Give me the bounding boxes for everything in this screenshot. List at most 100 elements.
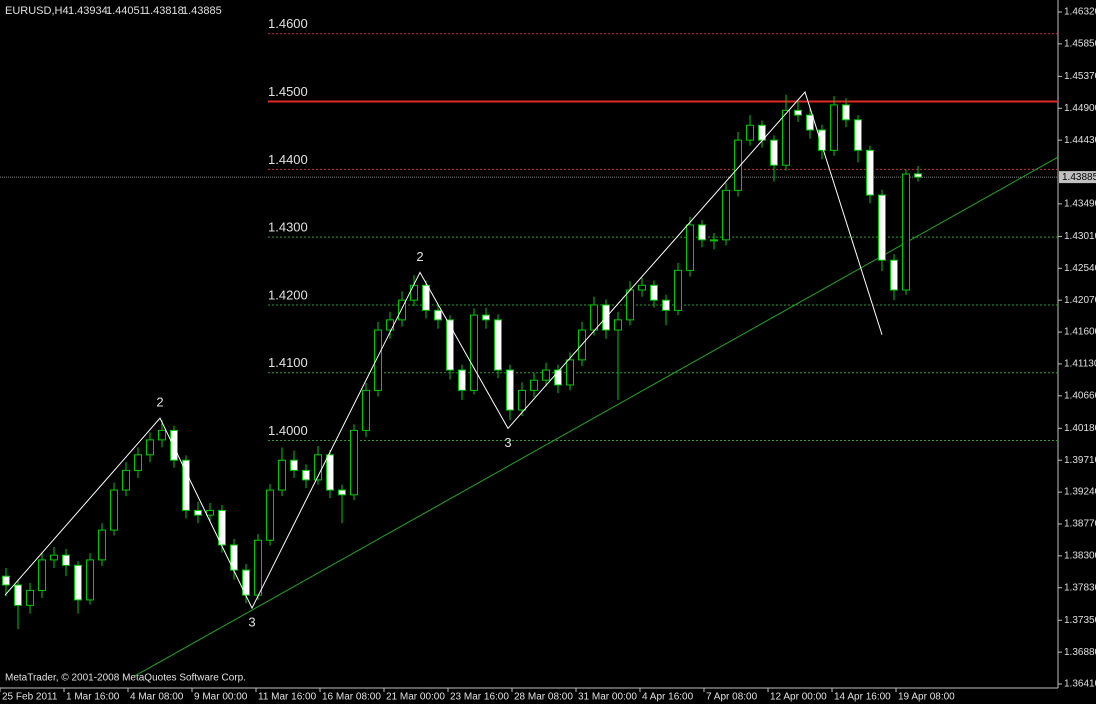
x-tick-label: 25 Feb 2011 bbox=[2, 692, 58, 703]
y-tick-label: 1.41130 bbox=[1064, 359, 1096, 370]
ohlc-close: 1.43885 bbox=[182, 5, 222, 17]
candle-body bbox=[734, 139, 742, 191]
candle-body bbox=[362, 389, 370, 431]
candle-body bbox=[554, 369, 562, 386]
candle-body bbox=[842, 104, 850, 121]
candle-body bbox=[698, 224, 706, 241]
candle-body bbox=[14, 584, 22, 606]
candle-body bbox=[26, 589, 34, 606]
zigzag bbox=[4, 91, 883, 610]
x-tick-label: 9 Mar 00:00 bbox=[194, 692, 248, 703]
candle-body bbox=[194, 509, 202, 516]
candle-body bbox=[650, 284, 658, 301]
y-tick-label: 1.45370 bbox=[1064, 71, 1096, 82]
candle-body bbox=[614, 319, 622, 331]
candle-body bbox=[542, 369, 550, 381]
ohlc-open: 1.43934 bbox=[68, 5, 108, 17]
y-tick-label: 1.41600 bbox=[1064, 327, 1096, 338]
x-tick-label: 4 Mar 08:00 bbox=[130, 692, 184, 703]
y-tick-label: 1.45850 bbox=[1064, 39, 1096, 50]
wave-label: 2 bbox=[156, 395, 163, 410]
candle-body bbox=[830, 104, 838, 151]
candle-body bbox=[566, 359, 574, 386]
candle-body bbox=[314, 454, 322, 481]
candle-body bbox=[74, 564, 82, 601]
candle-body bbox=[2, 575, 10, 586]
x-tick-label: 31 Mar 00:00 bbox=[578, 692, 637, 703]
candle-body bbox=[530, 379, 538, 391]
candle-body bbox=[50, 554, 58, 561]
ohlc-high: 1.44051 bbox=[106, 5, 146, 17]
candle-body bbox=[290, 459, 298, 471]
candle-body bbox=[158, 429, 166, 441]
candle-body bbox=[746, 124, 754, 141]
candle-body bbox=[902, 173, 910, 291]
ohlc-low: 1.43818 bbox=[144, 5, 184, 17]
x-tick-label: 12 Apr 00:00 bbox=[770, 692, 827, 703]
candle-body bbox=[482, 314, 490, 321]
level-label: 1.4300 bbox=[268, 220, 308, 235]
y-tick-label: 1.43010 bbox=[1064, 231, 1096, 242]
candle-body bbox=[506, 369, 514, 411]
symbol: EURUSD,H4 bbox=[5, 5, 69, 17]
candle-body bbox=[422, 284, 430, 311]
y-tick-label: 1.36410 bbox=[1064, 679, 1096, 690]
candle-body bbox=[794, 109, 802, 116]
candle-body bbox=[326, 454, 334, 491]
y-tick-label: 1.42070 bbox=[1064, 295, 1096, 306]
wave-label: 2 bbox=[416, 249, 423, 264]
candle-body bbox=[170, 429, 178, 461]
candle-body bbox=[626, 289, 634, 321]
candle-body bbox=[806, 114, 814, 131]
trendline bbox=[134, 156, 1059, 677]
level-label: 1.4200 bbox=[268, 287, 308, 302]
x-tick-label: 19 Apr 08:00 bbox=[898, 692, 955, 703]
candle-body bbox=[110, 489, 118, 531]
level-label: 1.4400 bbox=[268, 152, 308, 167]
x-tick-label: 7 Apr 08:00 bbox=[706, 692, 758, 703]
y-tick-label: 1.38770 bbox=[1064, 519, 1096, 530]
candle-body bbox=[218, 509, 226, 546]
x-tick-label: 1 Mar 16:00 bbox=[66, 692, 120, 703]
y-tick-label: 1.40180 bbox=[1064, 423, 1096, 434]
candle-body bbox=[350, 429, 358, 496]
y-tick-label: 1.44430 bbox=[1064, 135, 1096, 146]
candle-body bbox=[206, 509, 214, 516]
candle-body bbox=[278, 459, 286, 491]
candle-body bbox=[686, 224, 694, 271]
candle-body bbox=[518, 389, 526, 411]
candle-body bbox=[146, 439, 154, 456]
candle-body bbox=[62, 554, 70, 566]
y-tick-label: 1.43490 bbox=[1064, 199, 1096, 210]
candle-body bbox=[458, 369, 466, 391]
x-tick-label: 14 Apr 16:00 bbox=[834, 692, 891, 703]
x-tick-label: 23 Mar 16:00 bbox=[450, 692, 509, 703]
candle-body bbox=[494, 319, 502, 371]
level-label: 1.4100 bbox=[268, 355, 308, 370]
y-tick-label: 1.36880 bbox=[1064, 647, 1096, 658]
candle-body bbox=[254, 539, 262, 596]
candle-body bbox=[722, 189, 730, 241]
level-label: 1.4000 bbox=[268, 423, 308, 438]
y-tick-label: 1.42540 bbox=[1064, 263, 1096, 274]
x-tick-label: 28 Mar 08:00 bbox=[514, 692, 573, 703]
candle-body bbox=[470, 314, 478, 391]
y-tick-label: 1.39710 bbox=[1064, 455, 1096, 466]
candle-body bbox=[590, 304, 598, 331]
y-tick-label: 1.40660 bbox=[1064, 390, 1096, 401]
x-tick-label: 4 Apr 16:00 bbox=[642, 692, 694, 703]
wave-label: 3 bbox=[248, 614, 255, 629]
candle-body bbox=[638, 284, 646, 291]
y-tick-label: 1.37350 bbox=[1064, 615, 1096, 626]
candle-body bbox=[86, 559, 94, 601]
wave-label: 3 bbox=[504, 435, 511, 450]
candle-body bbox=[890, 259, 898, 291]
y-tick-label: 1.38300 bbox=[1064, 550, 1096, 561]
candle-body bbox=[266, 489, 274, 541]
x-tick-label: 11 Mar 16:00 bbox=[258, 692, 317, 703]
candle-body bbox=[134, 454, 142, 471]
candle-body bbox=[662, 299, 670, 311]
candle-body bbox=[782, 109, 790, 166]
y-tick-label: 1.37830 bbox=[1064, 582, 1096, 593]
candle-body bbox=[854, 119, 862, 151]
